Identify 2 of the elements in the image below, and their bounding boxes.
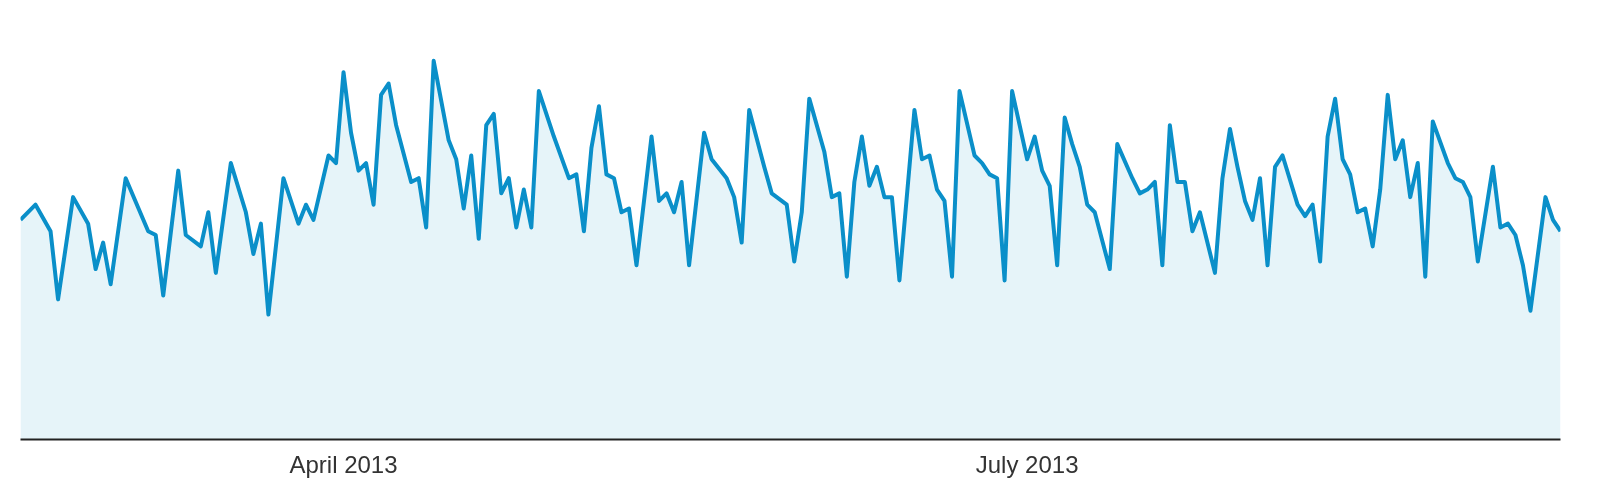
x-tick-label: July 2013 xyxy=(975,450,1079,478)
x-tick-label: April 2013 xyxy=(289,450,398,478)
